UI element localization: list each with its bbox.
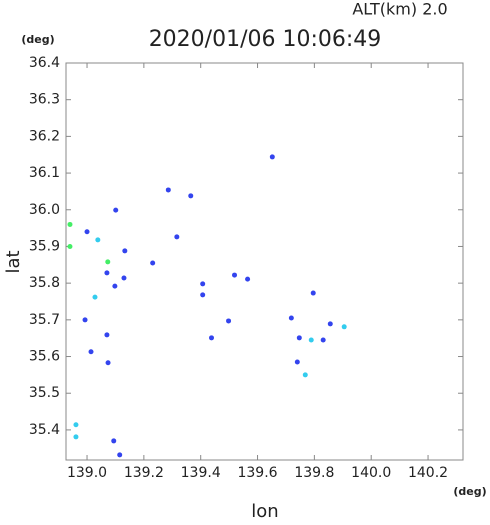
y-tick-label: 35.5 [29, 385, 60, 401]
echo-point [105, 259, 111, 265]
echo-point [308, 337, 314, 343]
echo-point [200, 292, 206, 298]
y-tick-label: 36.3 [29, 92, 60, 108]
x-axis-title: lon [251, 501, 278, 521]
echo-point [121, 275, 127, 281]
echo-point [67, 221, 73, 227]
echo-point [296, 335, 302, 341]
echo-point [92, 294, 98, 300]
chart-title: 2020/01/06 10:06:49 [149, 27, 382, 52]
echo-point [341, 324, 347, 330]
echo-point [288, 315, 294, 321]
echo-point [327, 321, 333, 327]
echo-point [95, 237, 101, 243]
y-tick-label: 36.0 [29, 202, 60, 218]
x-tick-label: 139.0 [67, 465, 107, 481]
y-axis-title: lat [3, 250, 24, 273]
y-tick-label: 36.4 [29, 55, 60, 71]
y-tick-label: 36.1 [29, 165, 60, 181]
echo-point [111, 438, 117, 444]
x-tick-label: 139.6 [237, 465, 277, 481]
y-tick-label: 36.2 [29, 128, 60, 144]
x-tick-label: 139.2 [124, 465, 164, 481]
echo-point [112, 283, 118, 289]
echo-point [226, 318, 232, 324]
echo-point [113, 207, 119, 213]
echo-point [209, 335, 215, 341]
echo-point [104, 270, 110, 276]
plot-frame [65, 62, 464, 461]
echo-point [174, 234, 180, 240]
echo-point [269, 154, 275, 160]
echo-point [88, 349, 94, 355]
echo-point [200, 281, 206, 287]
echo-point [104, 332, 110, 338]
echo-point [73, 422, 79, 428]
echo-point [294, 359, 300, 365]
y-tick-label: 35.4 [29, 422, 60, 438]
echo-point [105, 360, 111, 366]
echo-point [165, 187, 171, 193]
echo-point [150, 260, 156, 266]
echo-point [82, 317, 88, 323]
echo-point [73, 434, 79, 440]
echo-point [302, 372, 308, 378]
y-tick-label: 35.8 [29, 275, 60, 291]
echo-point [310, 290, 316, 296]
echo-point [232, 272, 238, 278]
x-tick-label: 139.8 [294, 465, 334, 481]
echo-point [67, 243, 73, 249]
echo-point [188, 193, 194, 199]
echo-point [320, 337, 326, 343]
y-tick-label: 35.9 [29, 238, 60, 254]
x-unit: (deg) [453, 485, 486, 498]
y-unit: (deg) [21, 33, 54, 46]
echo-point [117, 452, 123, 458]
echo-point [245, 276, 251, 282]
altitude-label: ALT(km) 2.0 [352, 0, 447, 19]
x-tick-label: 140.2 [408, 465, 448, 481]
y-tick-label: 35.6 [29, 349, 60, 365]
echo-point [84, 229, 90, 235]
x-tick-label: 140.0 [351, 465, 391, 481]
y-tick-label: 35.7 [29, 312, 60, 328]
echo-point [122, 248, 128, 254]
x-tick-label: 139.4 [181, 465, 221, 481]
